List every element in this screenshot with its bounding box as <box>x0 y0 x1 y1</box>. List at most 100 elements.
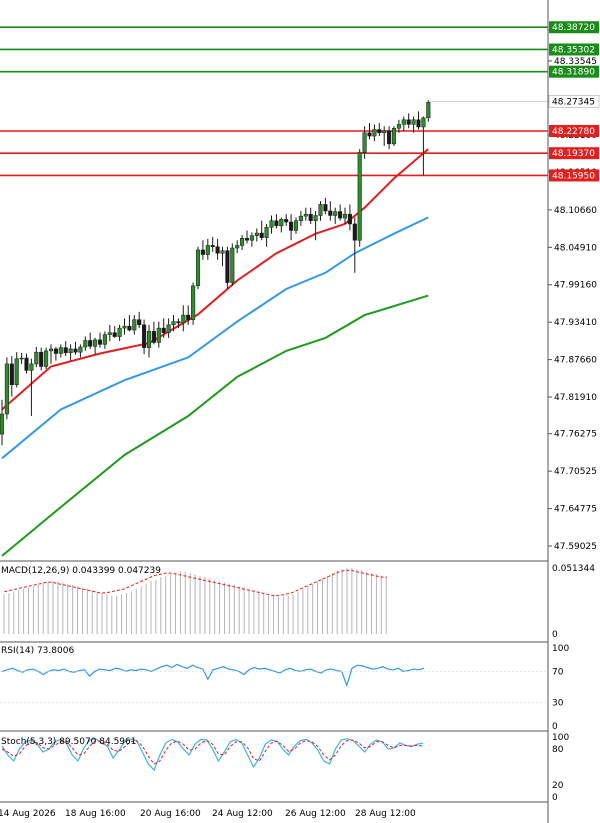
candle-body-up <box>298 215 303 221</box>
candle <box>313 210 318 241</box>
candle <box>200 240 205 260</box>
ma-mid-line <box>1 216 429 460</box>
candle-body-down <box>289 221 294 231</box>
candle <box>215 238 220 260</box>
candle <box>289 214 294 241</box>
candle <box>146 324 152 358</box>
candle-body-up <box>240 238 245 246</box>
resistance-level-label: 48.38720 <box>552 23 595 33</box>
candle-body-down <box>142 324 147 348</box>
candle-body-up <box>44 350 49 367</box>
time-label: 24 Aug 12:00 <box>212 809 273 819</box>
candle <box>24 353 29 374</box>
candle <box>48 344 54 364</box>
candle-body-up <box>93 339 98 347</box>
candle <box>0 399 5 446</box>
candle-body-down <box>186 314 191 320</box>
candle <box>195 246 201 290</box>
candle <box>240 235 245 250</box>
macd-panel: MACD(12,26,9) 0.043399 0.047239 0.051344… <box>0 564 595 643</box>
candle-body-up <box>313 215 318 221</box>
candle <box>401 116 406 131</box>
price-level-labels: 48.38720 48.35302 48.31890 48.22780 48.19370… <box>430 21 600 182</box>
candle <box>73 341 78 355</box>
candle-body-up <box>396 124 401 129</box>
time-label: 28 Aug 12:00 <box>355 809 416 819</box>
candle-body-up <box>401 119 406 125</box>
candle <box>382 126 387 146</box>
candle-body-down <box>225 250 230 283</box>
ma-slow-line <box>1 294 429 557</box>
support-level-label: 48.22780 <box>552 127 595 137</box>
stoch-tick-label: 80 <box>552 745 564 755</box>
candle-body-down <box>73 348 78 353</box>
candle-body-up <box>83 340 88 348</box>
candle-body-up <box>220 250 225 254</box>
candle <box>220 246 225 267</box>
candle <box>102 331 107 349</box>
candle-body-down <box>259 232 264 238</box>
candle-body-up <box>205 245 210 255</box>
candle <box>347 204 352 231</box>
time-label: 20 Aug 16:00 <box>140 809 201 819</box>
candle <box>63 341 68 357</box>
candle <box>4 357 9 420</box>
candle-body-up <box>166 324 171 333</box>
stoch-label: Stoch(5,3,3) 89.5070 84.5961 <box>1 737 136 747</box>
candle <box>318 201 323 221</box>
candle-body-up <box>357 152 362 241</box>
candle <box>372 124 377 142</box>
rsi-label: RSI(14) 73.8006 <box>1 646 74 656</box>
candle-body-up <box>230 247 235 283</box>
support-level-label: 48.19370 <box>552 149 595 159</box>
candle <box>93 337 98 355</box>
candle <box>132 315 137 335</box>
candle <box>122 318 127 335</box>
candle-body-up <box>426 101 431 119</box>
candle-body-up <box>411 119 416 125</box>
candle-body-up <box>254 232 259 236</box>
candle <box>171 315 176 332</box>
support-level-label-box <box>549 147 599 160</box>
candle-body-down <box>377 129 382 134</box>
candle-body-up <box>333 211 338 216</box>
candle <box>181 305 186 332</box>
candle-body-down <box>137 319 142 326</box>
stoch-panel: Stoch(5,3,3) 89.5070 84.5961 100 80 20 0 <box>0 733 569 803</box>
candle-body-up <box>181 314 186 324</box>
candle-body-down <box>151 331 156 343</box>
candle-body-up <box>4 363 9 415</box>
rsi-panel: RSI(14) 73.8006 100 70 30 0 <box>0 644 569 732</box>
candle-body-down <box>347 213 352 225</box>
candle <box>328 201 333 221</box>
candle-body-down <box>24 357 29 371</box>
candle <box>362 126 367 159</box>
candle <box>254 228 259 242</box>
candle-body-up <box>249 235 254 241</box>
candle <box>230 243 235 286</box>
candle-body-up <box>342 213 348 219</box>
candle <box>411 116 416 133</box>
candle-body-down <box>176 321 181 324</box>
candle-body-down <box>284 219 289 223</box>
candle <box>9 356 14 397</box>
candle <box>68 344 73 361</box>
candle-body-up <box>48 348 54 352</box>
candle <box>53 346 58 361</box>
candle-body-up <box>279 219 284 227</box>
candle-body-down <box>39 351 44 367</box>
macd-axis-zero: 0 <box>552 630 558 640</box>
candle-body-up <box>318 204 323 216</box>
candle <box>151 321 156 345</box>
support-level-label: 48.15950 <box>552 171 595 181</box>
candle <box>14 352 19 388</box>
current-price-box <box>548 95 600 108</box>
candle-body-down <box>112 332 117 337</box>
candle <box>293 217 299 234</box>
candle <box>161 318 166 338</box>
candle <box>406 113 411 129</box>
candle <box>391 126 397 146</box>
